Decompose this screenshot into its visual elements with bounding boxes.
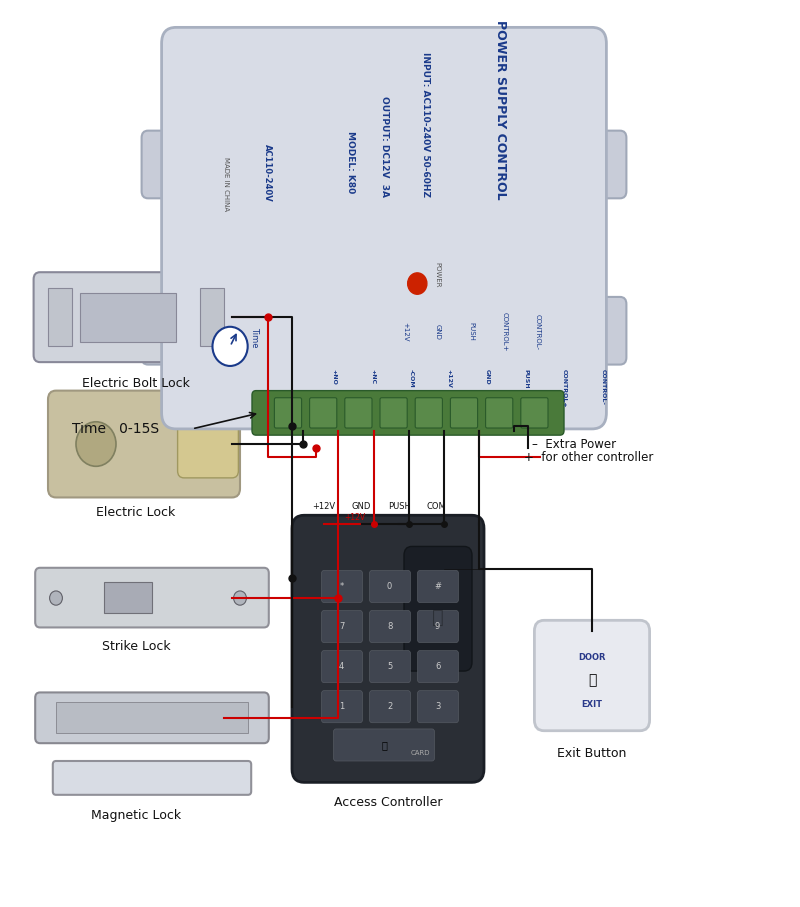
- FancyBboxPatch shape: [415, 398, 442, 428]
- Bar: [104, 582, 152, 613]
- Text: 🔑: 🔑: [588, 673, 596, 687]
- Text: MODEL: K80: MODEL: K80: [346, 131, 355, 193]
- Text: MADE IN CHINA: MADE IN CHINA: [223, 157, 229, 210]
- FancyBboxPatch shape: [582, 131, 626, 199]
- FancyBboxPatch shape: [380, 398, 407, 428]
- Circle shape: [50, 591, 62, 605]
- Text: 2: 2: [387, 702, 392, 711]
- Text: 3: 3: [435, 702, 440, 711]
- Text: POWER SUPPLY CONTROL: POWER SUPPLY CONTROL: [494, 20, 507, 200]
- FancyBboxPatch shape: [35, 692, 269, 743]
- FancyBboxPatch shape: [534, 620, 650, 731]
- FancyBboxPatch shape: [310, 398, 337, 428]
- FancyBboxPatch shape: [345, 398, 372, 428]
- Text: GND: GND: [435, 324, 441, 339]
- Text: +12V: +12V: [402, 322, 408, 341]
- Text: 4: 4: [339, 662, 344, 671]
- Text: Time   0-15S: Time 0-15S: [72, 422, 159, 436]
- Text: CARD: CARD: [410, 750, 430, 756]
- Text: 8: 8: [387, 622, 392, 631]
- Text: CONTROL+: CONTROL+: [562, 368, 567, 407]
- FancyBboxPatch shape: [274, 398, 302, 428]
- Text: 👆: 👆: [432, 609, 443, 627]
- Text: +NO: +NO: [331, 368, 337, 385]
- FancyBboxPatch shape: [404, 546, 472, 671]
- Text: Exit Button: Exit Button: [558, 746, 626, 760]
- Text: Access Controller: Access Controller: [334, 795, 442, 809]
- Bar: [48, 288, 72, 346]
- Circle shape: [76, 422, 116, 466]
- FancyBboxPatch shape: [142, 297, 186, 365]
- Circle shape: [213, 327, 248, 366]
- FancyBboxPatch shape: [292, 515, 484, 783]
- Text: 1: 1: [339, 702, 344, 711]
- FancyBboxPatch shape: [252, 391, 564, 435]
- Text: PUSH: PUSH: [388, 502, 410, 511]
- Text: INPUT: AC110-240V 50-60HZ: INPUT: AC110-240V 50-60HZ: [421, 53, 430, 197]
- Text: Magnetic Lock: Magnetic Lock: [91, 809, 181, 822]
- Text: –  Extra Power: – Extra Power: [532, 437, 616, 451]
- Bar: [200, 288, 224, 346]
- Text: Strike Lock: Strike Lock: [102, 640, 170, 653]
- Text: DOOR: DOOR: [578, 653, 606, 662]
- FancyBboxPatch shape: [418, 690, 458, 723]
- FancyBboxPatch shape: [486, 398, 513, 428]
- Text: GND: GND: [485, 368, 490, 385]
- Text: 5: 5: [387, 662, 392, 671]
- FancyBboxPatch shape: [178, 410, 238, 478]
- Text: +  for other controller: + for other controller: [524, 451, 654, 463]
- Circle shape: [234, 591, 246, 605]
- Text: 6: 6: [435, 662, 440, 671]
- Text: Time: Time: [250, 327, 258, 347]
- Text: AC110-240V: AC110-240V: [263, 144, 272, 201]
- FancyBboxPatch shape: [370, 610, 410, 642]
- FancyBboxPatch shape: [582, 297, 626, 365]
- Text: *: *: [339, 582, 344, 591]
- Text: +12V: +12V: [345, 512, 366, 522]
- Text: +12V: +12V: [313, 502, 335, 511]
- Text: -COM: -COM: [408, 368, 414, 387]
- Text: Electric Bolt Lock: Electric Bolt Lock: [82, 377, 190, 390]
- Text: #: #: [434, 582, 441, 591]
- Text: COM: COM: [427, 502, 446, 511]
- Text: Electric Lock: Electric Lock: [96, 506, 176, 520]
- Text: CONTROL-: CONTROL-: [535, 314, 541, 349]
- Text: POWER: POWER: [434, 262, 440, 288]
- Text: 7: 7: [339, 622, 344, 631]
- Text: CONTROL+: CONTROL+: [502, 312, 508, 351]
- FancyBboxPatch shape: [418, 571, 458, 602]
- Text: +12V: +12V: [446, 368, 452, 387]
- FancyBboxPatch shape: [322, 610, 362, 642]
- FancyBboxPatch shape: [418, 610, 458, 642]
- FancyBboxPatch shape: [418, 650, 458, 683]
- Text: CONTROL-: CONTROL-: [600, 368, 606, 405]
- FancyBboxPatch shape: [35, 568, 269, 628]
- Text: GND: GND: [352, 502, 371, 511]
- FancyBboxPatch shape: [48, 391, 240, 497]
- FancyBboxPatch shape: [322, 650, 362, 683]
- Text: 9: 9: [435, 622, 440, 631]
- Text: +NC: +NC: [370, 368, 375, 384]
- Bar: [80, 293, 176, 342]
- FancyBboxPatch shape: [53, 761, 251, 795]
- FancyBboxPatch shape: [370, 571, 410, 602]
- Text: 🔔: 🔔: [381, 740, 387, 750]
- Text: EXIT: EXIT: [582, 699, 602, 708]
- Text: PUSH: PUSH: [523, 368, 529, 388]
- Text: OUTPUT: DC12V  3A: OUTPUT: DC12V 3A: [379, 96, 389, 198]
- FancyBboxPatch shape: [370, 650, 410, 683]
- Bar: [56, 702, 248, 734]
- FancyBboxPatch shape: [162, 27, 606, 429]
- FancyBboxPatch shape: [450, 398, 478, 428]
- Text: PUSH: PUSH: [468, 322, 474, 341]
- FancyBboxPatch shape: [521, 398, 548, 428]
- FancyBboxPatch shape: [34, 272, 238, 362]
- Text: 0: 0: [387, 582, 392, 591]
- FancyBboxPatch shape: [322, 571, 362, 602]
- FancyBboxPatch shape: [142, 131, 186, 199]
- Circle shape: [408, 273, 427, 294]
- FancyBboxPatch shape: [334, 729, 434, 761]
- FancyBboxPatch shape: [322, 690, 362, 723]
- FancyBboxPatch shape: [370, 690, 410, 723]
